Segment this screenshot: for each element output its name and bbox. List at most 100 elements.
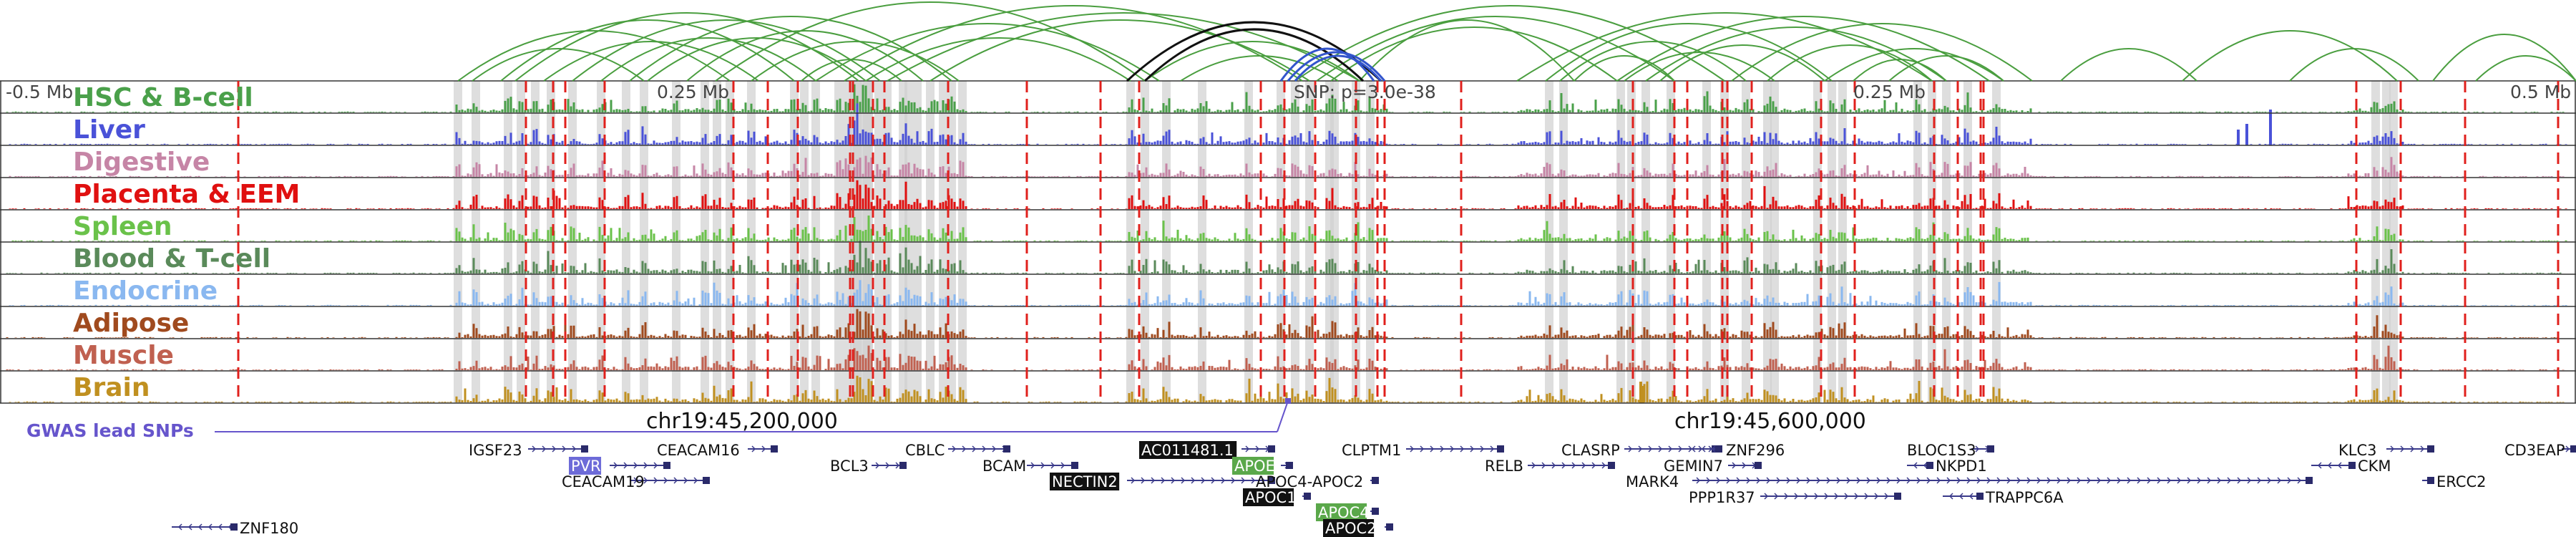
loop-green-33: [1767, 44, 1933, 82]
gene-exon: [581, 445, 588, 453]
signal-6: [9, 280, 2567, 306]
signal-1: [9, 103, 2567, 145]
gene-label-box: [1316, 503, 1367, 521]
gene-klc3: KLC3: [2338, 442, 2434, 459]
gene-strand-arrows: [1696, 477, 2302, 484]
signal-track-0: [6, 84, 2565, 112]
gene-label: PPP1R37: [1689, 489, 1755, 506]
signal-track-5: [6, 240, 2562, 274]
gwas-connector: [1277, 400, 1289, 432]
gene-strand-arrows: [532, 445, 577, 453]
gene-nectin2: NECTIN2: [1050, 473, 1275, 490]
loop-green-26: [1559, 41, 1747, 82]
gene-exon: [1268, 445, 1275, 453]
gene-exon: [1372, 508, 1379, 515]
loop-green-9: [686, 30, 924, 82]
gene-cd3eap: CD3EAP: [2504, 442, 2576, 459]
track-label-4: Spleen: [73, 212, 172, 241]
gene-label: CLASRP: [1561, 442, 1620, 459]
gwas-label: GWAS lead SNPs: [26, 420, 194, 441]
gene-mark4: MARK4: [1626, 473, 2313, 490]
loop-green-0: [457, 30, 731, 82]
gene-label: CEACAM19: [562, 473, 645, 490]
gene-apoc1: APOC1: [1243, 488, 1311, 506]
gene-exon: [899, 462, 907, 469]
loop-green-10: [715, 1, 1146, 82]
loop-green-18: [1144, 41, 1360, 82]
track-label-5: Blood & T-cell: [73, 244, 270, 274]
gene-label: ZNF296: [1726, 442, 1785, 459]
gene-exon: [2306, 477, 2313, 484]
loop-green-7: [629, 16, 952, 82]
loop-green-2: [500, 19, 795, 82]
loop-green-30: [1645, 26, 1947, 82]
right-position-label: chr19:45,600,000: [1674, 409, 1866, 434]
gene-bcam: BCAM: [982, 458, 1078, 475]
gwas-snp-markers: [237, 81, 2560, 403]
loop-blue-1: [1287, 51, 1386, 82]
gene-label: NECTIN2: [1052, 473, 1118, 490]
gene-strand-arrows: [2565, 445, 2570, 453]
gene-label: APOC2: [1325, 520, 1377, 537]
loop-green-31: [1659, 44, 1825, 82]
loop-green-13: [815, 23, 1160, 82]
gene-exon: [1926, 462, 1933, 469]
gene-exon: [663, 462, 670, 469]
loop-blue-2: [1294, 54, 1382, 82]
gene-nkpd1: NKPD1: [1907, 458, 1987, 475]
gene-label: CKM: [2358, 458, 2391, 475]
loop-green-28: [1616, 16, 1990, 82]
gene-exon: [1976, 493, 1984, 500]
gene-strand-arrows: [613, 462, 658, 469]
loop-green-15: [865, 37, 1131, 82]
signal-3: [9, 180, 2567, 209]
gene-trappc6a: TRAPPC6A: [1943, 489, 2064, 506]
loop-green-4: [543, 41, 759, 82]
gene-label: CEACAM16: [657, 442, 740, 459]
gene-exon: [2348, 462, 2356, 469]
gene-clasrp: CLASRP: [1561, 442, 1719, 459]
gene-label-box: [569, 457, 602, 475]
gene-ceacam19: CEACAM19: [562, 473, 710, 490]
loop-green-14: [844, 5, 1303, 82]
gene-ercc2: ERCC2: [2422, 473, 2487, 490]
signal-0: [6, 84, 2565, 112]
signal-track-1: [9, 103, 2567, 145]
left-offset-label: -0.5 Mb: [6, 82, 73, 102]
gene-label: ERCC2: [2436, 473, 2487, 490]
gene-strand-arrows: [1030, 462, 1065, 469]
gene-strand-arrows: [1764, 493, 1889, 500]
gene-strand-arrows: [2390, 445, 2425, 453]
gene-exon: [230, 523, 238, 531]
gene-strand-arrows: [952, 445, 1007, 453]
gene-bloc1s3: BLOC1S3: [1907, 442, 1994, 459]
gene-label: AC011481.1: [1141, 442, 1234, 459]
loop-green-23: [1330, 26, 1618, 82]
track-label-1: Liver: [73, 115, 145, 145]
gene-apoc2: APOC2: [1323, 519, 1393, 537]
signal-tracks: [6, 84, 2567, 403]
gene-exon: [1268, 477, 1275, 484]
gene-label: CBLC: [905, 442, 945, 459]
gwas-lead-snp-marker: [1285, 398, 1291, 404]
gene-bcl3: BCL3: [830, 458, 907, 475]
gene-label: MARK4: [1626, 473, 1679, 490]
gene-gemin7: GEMIN7: [1664, 458, 1762, 475]
gene-clptm1: CLPTM1: [1342, 442, 1504, 459]
gene-ceacam16: CEACAM16: [657, 442, 778, 459]
gene-strand-arrows: [1131, 477, 1266, 484]
loop-green-35: [1853, 59, 1947, 82]
gene-label-box: [1232, 457, 1274, 475]
track-label-0: HSC & B-cell: [73, 83, 253, 112]
gene-label: APOC4: [1318, 504, 1370, 521]
loop-green-21: [1294, 5, 1725, 82]
gene-cblc: CBLC: [905, 442, 1010, 459]
gene-label: PVR: [571, 458, 601, 475]
signal-5: [6, 240, 2562, 274]
loop-green-32: [1731, 23, 2033, 82]
loop-green-11: [751, 41, 960, 82]
gene-exon: [2427, 445, 2434, 453]
